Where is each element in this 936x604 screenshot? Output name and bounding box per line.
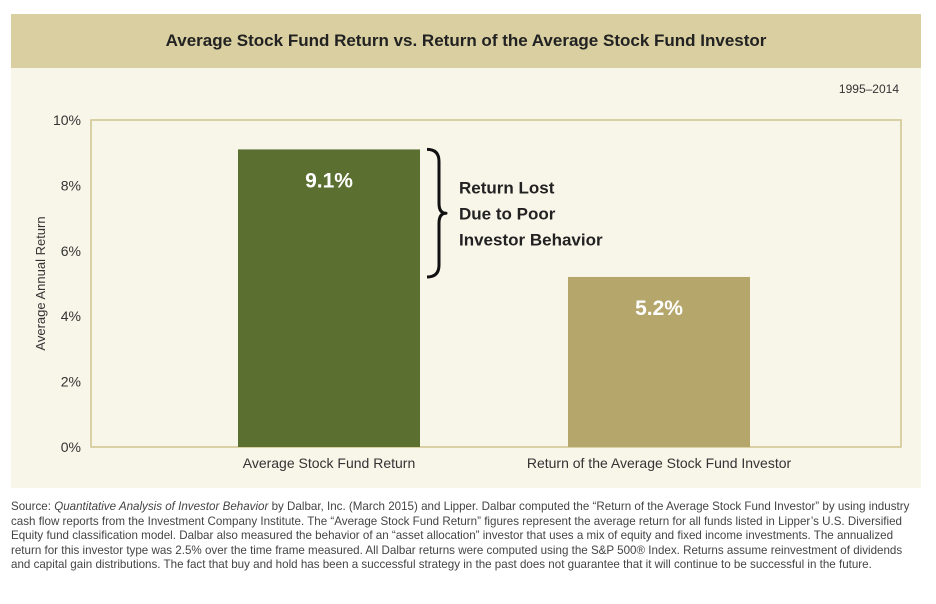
chart-panel: 1995–2014 0% 2% 4% 6% 8% 10% Average Annual Re… bbox=[11, 68, 921, 488]
source-footnote: Source: Quantitative Analysis of Investo… bbox=[11, 500, 923, 573]
bar-value-label: 5.2% bbox=[635, 297, 683, 320]
x-tick-label: Return of the Average Stock Fund Investo… bbox=[527, 455, 792, 471]
bar-chart: 0% 2% 4% 6% 8% 10% Average Annual Return 9.1% Av… bbox=[33, 112, 902, 471]
annotation-text-line: Investor Behavior bbox=[459, 230, 603, 249]
bar bbox=[568, 276, 750, 447]
y-tick-label: 8% bbox=[61, 177, 81, 193]
bar bbox=[238, 149, 420, 447]
bar-value-label: 9.1% bbox=[305, 169, 353, 192]
footnote-body: by Dalbar, Inc. (March 2015) and Lipper.… bbox=[11, 500, 910, 572]
footnote-source-title: Quantitative Analysis of Investor Behavi… bbox=[54, 500, 269, 513]
y-tick-label: 2% bbox=[61, 374, 81, 390]
annotation-text-line: Return Lost bbox=[459, 178, 555, 197]
y-tick-label: 4% bbox=[61, 308, 81, 324]
plot-area-border bbox=[90, 119, 902, 448]
footnote-prefix: Source: bbox=[11, 500, 55, 513]
y-axis-label: Average Annual Return bbox=[33, 216, 48, 350]
date-range-label: 1995–2014 bbox=[838, 82, 899, 96]
chart-title: Average Stock Fund Return vs. Return of … bbox=[165, 31, 767, 50]
y-tick-label: 10% bbox=[53, 112, 81, 128]
annotation-text-line: Due to Poor bbox=[459, 204, 556, 223]
y-tick-label: 0% bbox=[61, 439, 81, 455]
annotation-bracket bbox=[426, 147, 448, 279]
chart-header: Average Stock Fund Return vs. Return of … bbox=[11, 14, 921, 68]
y-tick-label: 6% bbox=[61, 243, 81, 259]
x-tick-label: Average Stock Fund Return bbox=[243, 455, 416, 471]
